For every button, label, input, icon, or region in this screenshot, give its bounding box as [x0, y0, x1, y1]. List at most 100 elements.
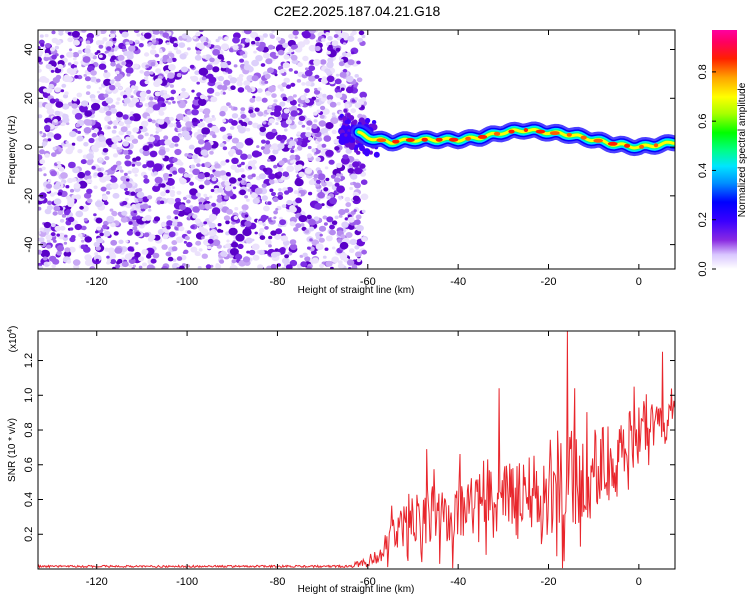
noise-speckle — [308, 30, 317, 34]
noise-speckle — [325, 32, 330, 36]
y-tick-label: 40 — [23, 43, 35, 55]
noise-speckle — [107, 259, 111, 263]
noise-speckle — [262, 121, 267, 125]
noise-speckle — [265, 131, 276, 140]
x-tick-label: -100 — [176, 276, 198, 288]
noise-speckle — [40, 249, 50, 258]
noise-speckle — [110, 239, 118, 246]
noise-speckle — [324, 247, 329, 251]
noise-speckle — [314, 74, 320, 79]
noise-speckle — [294, 148, 299, 152]
noise-speckle — [57, 210, 64, 216]
noise-speckle — [65, 185, 70, 189]
noise-speckle — [326, 181, 333, 187]
noise-speckle — [174, 143, 179, 147]
noise-speckle — [80, 159, 87, 165]
noise-speckle — [93, 185, 98, 190]
noise-speckle — [125, 87, 133, 94]
noise-speckle — [242, 54, 248, 59]
noise-speckle — [44, 33, 49, 38]
noise-speckle — [300, 96, 306, 101]
noise-speckle — [136, 215, 141, 220]
noise-speckle — [102, 148, 109, 153]
noise-speckle — [159, 30, 164, 35]
noise-speckle — [84, 110, 93, 117]
noise-speckle — [290, 110, 298, 117]
noise-speckle — [144, 103, 150, 107]
noise-speckle — [40, 43, 45, 47]
track-onset-speckle — [353, 147, 357, 151]
noise-speckle — [208, 222, 216, 229]
noise-speckle — [164, 116, 171, 122]
noise-speckle — [318, 120, 326, 127]
noise-speckle — [231, 157, 239, 164]
noise-speckle — [39, 76, 48, 83]
noise-speckle — [289, 243, 298, 251]
noise-speckle — [235, 149, 243, 156]
y-tick-label: 1.0 — [23, 388, 35, 403]
noise-speckle — [38, 50, 44, 56]
noise-speckle — [360, 179, 368, 185]
noise-speckle — [321, 38, 326, 42]
snr-y-label: SNR (10 * v/v) — [7, 418, 18, 482]
noise-speckle — [144, 132, 149, 137]
noise-speckle — [274, 234, 282, 240]
noise-speckle — [282, 62, 290, 69]
noise-speckle — [314, 45, 321, 52]
noise-speckle — [41, 166, 46, 171]
noise-speckle — [38, 114, 43, 119]
noise-speckle — [252, 166, 257, 170]
noise-speckle — [236, 76, 244, 83]
noise-speckle — [171, 57, 177, 63]
noise-speckle — [127, 170, 132, 175]
noise-speckle — [110, 33, 116, 39]
noise-speckle — [66, 67, 74, 74]
noise-speckle — [95, 245, 101, 251]
noise-speckle — [305, 81, 312, 87]
noise-speckle — [99, 40, 105, 45]
noise-speckle — [327, 35, 333, 41]
snr-frame — [37, 330, 676, 570]
noise-speckle — [323, 222, 328, 226]
noise-speckle — [169, 84, 174, 88]
noise-speckle — [122, 94, 128, 99]
noise-speckle — [153, 216, 161, 222]
noise-speckle — [47, 179, 52, 183]
noise-speckle — [337, 260, 343, 265]
noise-speckle — [92, 55, 97, 60]
noise-speckle — [256, 151, 263, 157]
noise-speckle — [209, 195, 213, 199]
noise-speckle — [143, 178, 150, 184]
noise-speckle — [110, 61, 116, 67]
noise-speckle — [209, 150, 214, 155]
noise-speckle — [58, 31, 64, 36]
noise-speckle — [50, 170, 57, 177]
noise-speckle — [133, 30, 140, 34]
noise-speckle — [304, 256, 311, 262]
noise-speckle — [294, 36, 298, 39]
noise-speckle — [73, 182, 81, 189]
noise-speckle — [68, 145, 75, 151]
noise-speckle — [354, 182, 361, 189]
noise-speckle — [296, 79, 302, 83]
noise-speckle — [144, 32, 152, 39]
noise-speckle — [244, 117, 250, 123]
noise-speckle — [102, 37, 108, 42]
noise-speckle — [194, 218, 201, 224]
x-tick-label: -80 — [269, 276, 285, 288]
noise-speckle — [126, 178, 130, 182]
noise-speckle — [270, 112, 275, 116]
noise-speckle — [136, 33, 141, 37]
snr-x-ticks: -120 -100 -80 -60 -40 -20 0 — [86, 331, 642, 588]
noise-speckle — [252, 254, 260, 261]
noise-speckle — [279, 101, 286, 107]
noise-speckle — [110, 30, 114, 34]
spectrogram-y-label: Frequency (Hz) — [7, 116, 18, 185]
signal-hotspot — [535, 129, 546, 134]
noise-speckle — [51, 264, 56, 268]
signal-hotspot — [580, 135, 587, 140]
noise-speckle — [196, 163, 201, 168]
noise-speckle — [111, 136, 119, 143]
noise-speckle — [162, 58, 168, 63]
noise-speckle — [352, 195, 360, 202]
